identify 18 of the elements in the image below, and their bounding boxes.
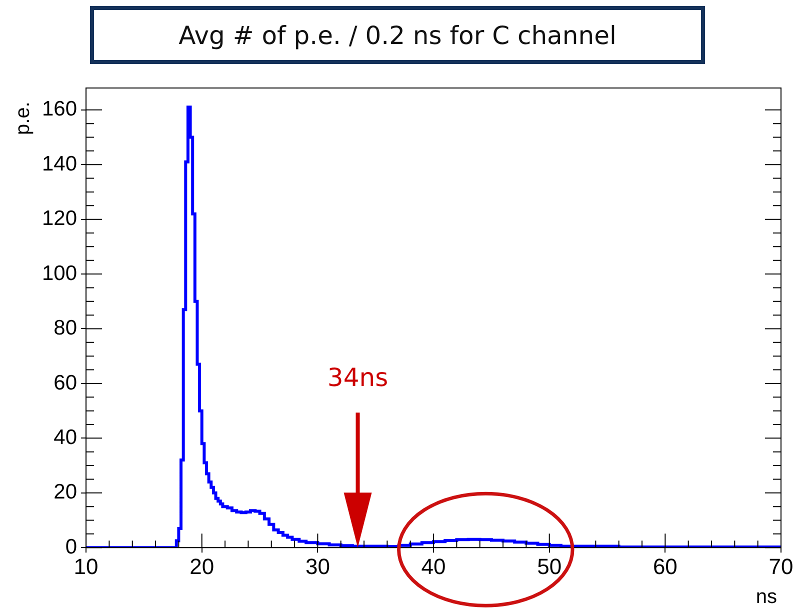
y-tick-label: 20 [54, 480, 78, 504]
y-tick-label: 60 [54, 371, 78, 394]
x-axis-title: ns [756, 586, 777, 609]
x-tick-label: 20 [190, 554, 214, 579]
y-tick-label: 140 [42, 152, 78, 176]
y-tick-label: 160 [42, 98, 78, 121]
annotation: 34ns [327, 362, 388, 392]
x-tick-label: 50 [537, 554, 562, 579]
chart-title: Avg # of p.e. / 0.2 ns for C channel [90, 6, 705, 64]
y-tick-label: 40 [54, 426, 78, 449]
x-tick-label: 40 [421, 554, 446, 579]
x-tick-label: 60 [652, 554, 678, 579]
y-axis-title: p.e. [12, 102, 35, 135]
y-tick-label: 80 [54, 316, 78, 340]
y-tick-label: 120 [42, 207, 78, 230]
x-tick-label: 30 [305, 554, 330, 579]
x-tick-label: 70 [768, 554, 794, 579]
y-tick-label: 100 [42, 262, 78, 285]
